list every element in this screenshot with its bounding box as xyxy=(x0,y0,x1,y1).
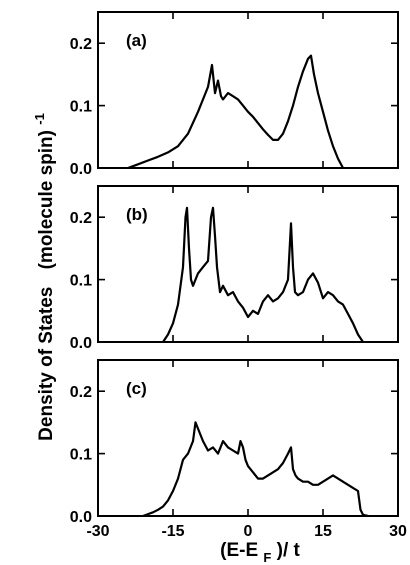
x-axis-title-suffix: )/ t xyxy=(277,540,301,561)
panel-label: (a) xyxy=(126,31,147,50)
y-tick-label: 0.1 xyxy=(70,99,92,116)
y-tick-label: 0.1 xyxy=(70,273,92,290)
y-axis-title-exponent: -1 xyxy=(32,113,47,125)
dos-curve xyxy=(127,54,344,170)
y-tick-label: 0.2 xyxy=(70,36,92,53)
x-axis-title-subscript: F xyxy=(263,550,271,565)
x-axis-title-prefix: (E-E xyxy=(220,540,258,561)
x-tick-label: 30 xyxy=(389,523,407,540)
x-axis-title: (E-E F )/ t xyxy=(220,540,300,565)
panel-1: 0.0 0.1 0.2 (a) xyxy=(70,11,399,178)
panels-group: 0.0 0.1 0.2 (a) 0.0 0.1 0.2 (b) 0.0 0.1 0.2 (c) -30 -… xyxy=(70,11,407,540)
dos-curve xyxy=(142,421,369,518)
svg-text:Density of States (molec: Density of States (molecule spin) -1 xyxy=(32,113,57,441)
y-tick-label: 0.0 xyxy=(70,335,92,352)
y-tick-label: 0.1 xyxy=(70,447,92,464)
x-tick-label: 15 xyxy=(314,523,332,540)
panel-3: 0.0 0.1 0.2 (c) xyxy=(70,359,399,526)
y-tick-label: 0.2 xyxy=(70,210,92,227)
dos-curve xyxy=(162,206,364,343)
x-tick-label: 0 xyxy=(244,523,253,540)
y-tick-label: 0.0 xyxy=(70,509,92,526)
y-tick-label: 0.2 xyxy=(70,384,92,401)
y-tick-label: 0.0 xyxy=(70,161,92,178)
panel-label: (b) xyxy=(126,205,148,224)
panel-label: (c) xyxy=(126,379,147,398)
x-tick-label: -30 xyxy=(86,523,109,540)
y-axis-title-main: Density of States xyxy=(36,287,57,441)
panel-2: 0.0 0.1 0.2 (b) xyxy=(70,185,399,352)
x-tick-label: -15 xyxy=(161,523,184,540)
y-axis-title: Density of States (molecule spin) -1 xyxy=(32,113,57,441)
y-axis-title-unit: (molecule spin) xyxy=(36,130,57,269)
